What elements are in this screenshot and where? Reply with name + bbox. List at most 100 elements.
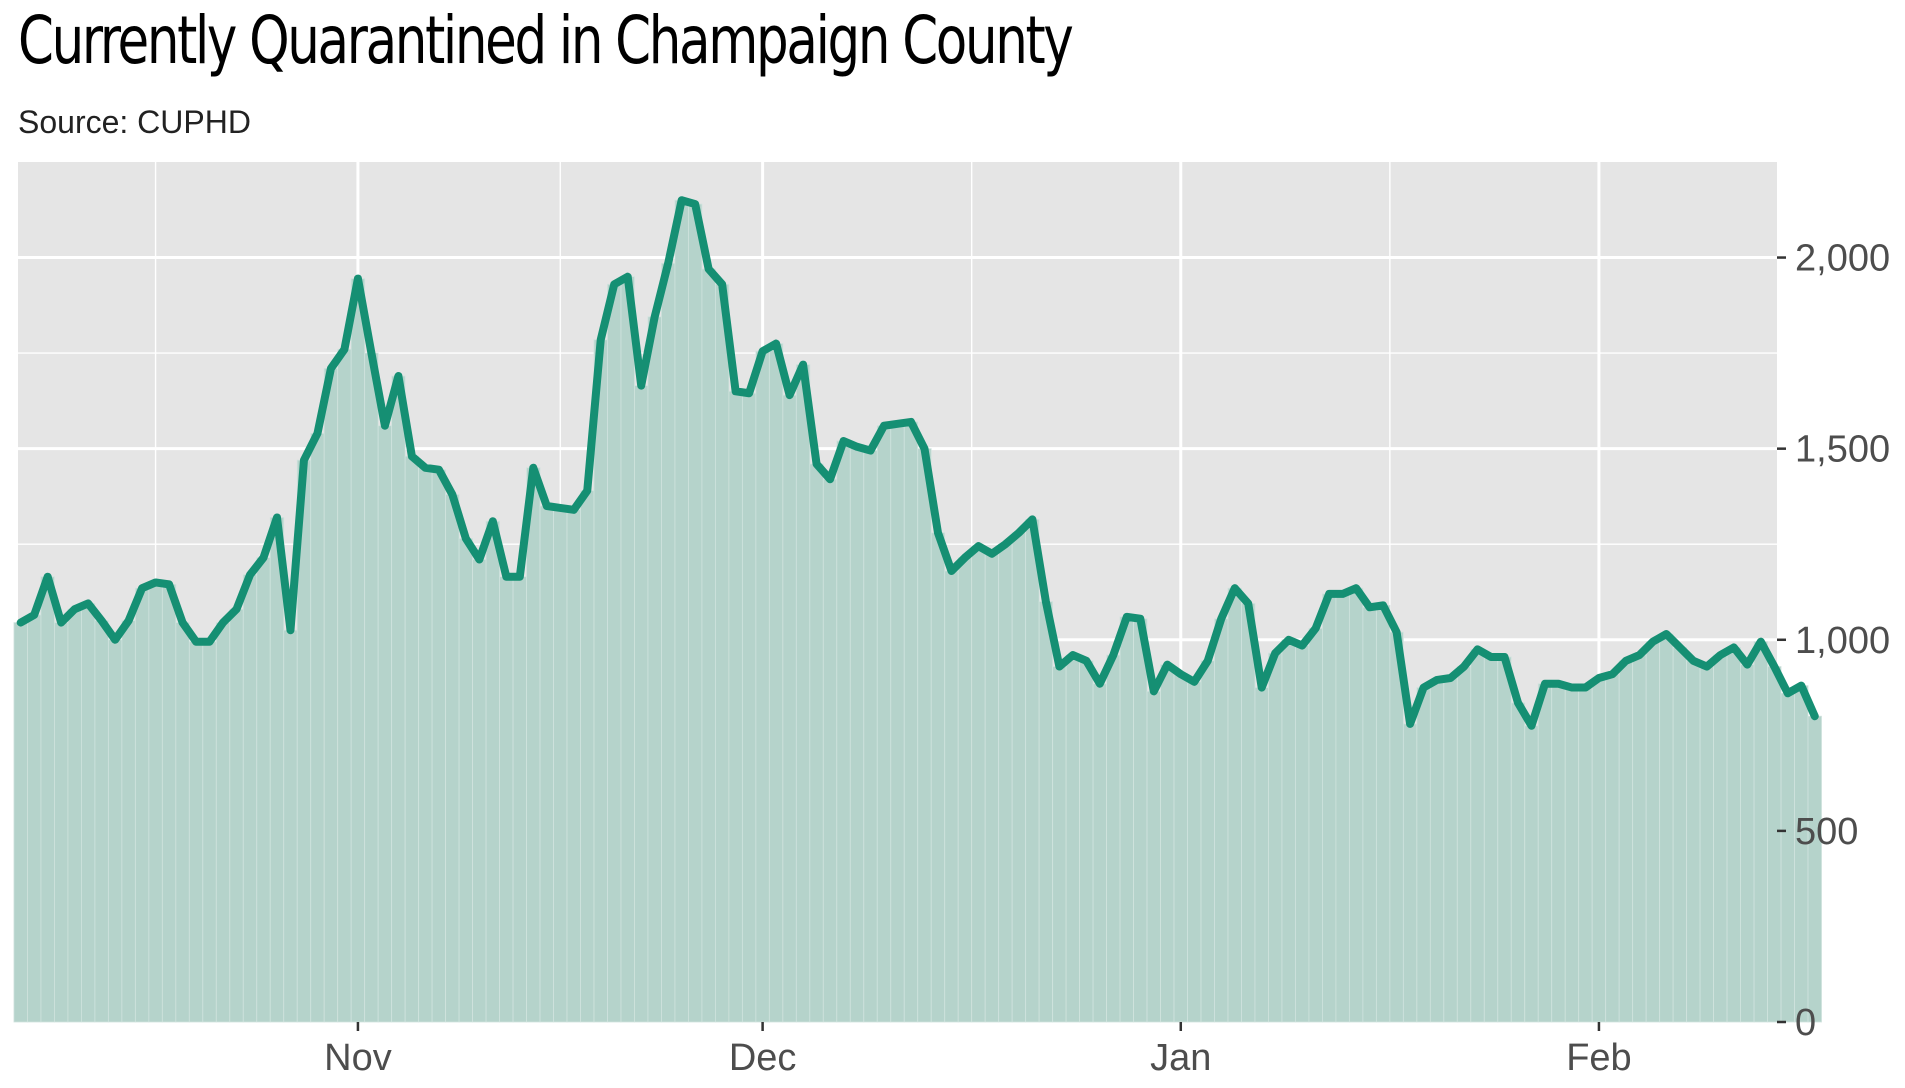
daily-bar xyxy=(445,494,460,1023)
daily-bar xyxy=(890,423,905,1023)
daily-bar xyxy=(1322,593,1337,1023)
daily-bar xyxy=(1686,660,1701,1023)
daily-bar xyxy=(404,455,420,1023)
x-axis: Nov Dec Jan Feb xyxy=(324,1022,1632,1079)
daily-bar xyxy=(647,316,662,1023)
daily-bar xyxy=(580,490,595,1023)
daily-bar xyxy=(242,574,258,1023)
daily-bar xyxy=(1564,687,1580,1023)
daily-bar xyxy=(998,543,1013,1023)
daily-bar xyxy=(822,478,838,1023)
daily-bar xyxy=(229,608,244,1023)
daily-bar xyxy=(67,608,82,1023)
daily-bar xyxy=(1065,654,1081,1023)
daily-bar xyxy=(431,469,447,1023)
daily-bar xyxy=(701,268,716,1023)
daily-bar xyxy=(458,538,473,1023)
daily-bar xyxy=(134,587,150,1023)
daily-bar xyxy=(1753,641,1768,1023)
daily-bar xyxy=(741,392,757,1023)
daily-bar xyxy=(1362,606,1377,1023)
y-tick-label: 0 xyxy=(1795,1002,1816,1044)
daily-bar xyxy=(1241,603,1256,1023)
daily-bar xyxy=(377,425,393,1023)
daily-bar xyxy=(1591,677,1607,1023)
daily-bar xyxy=(957,557,973,1023)
daily-bar xyxy=(175,622,190,1023)
daily-bar xyxy=(849,446,865,1023)
daily-bar xyxy=(161,583,177,1023)
daily-bar xyxy=(1726,647,1741,1023)
daily-bar xyxy=(1281,639,1296,1023)
daily-bar xyxy=(876,425,892,1023)
daily-bar xyxy=(1794,685,1809,1023)
daily-bar xyxy=(310,432,325,1023)
daily-bar xyxy=(1524,725,1539,1023)
daily-bar xyxy=(903,421,919,1023)
daily-bar xyxy=(836,440,851,1023)
chart-subtitle: Source: CUPHD xyxy=(18,104,251,140)
daily-bar xyxy=(1254,687,1269,1023)
daily-bar xyxy=(188,641,204,1023)
daily-bar xyxy=(728,390,743,1023)
daily-bar xyxy=(80,603,96,1023)
daily-bar xyxy=(593,339,608,1023)
daily-bar xyxy=(1214,618,1229,1023)
daily-bar xyxy=(1483,656,1499,1023)
daily-bar xyxy=(283,629,298,1023)
daily-bar xyxy=(1767,666,1782,1023)
daily-bar xyxy=(1578,687,1593,1023)
daily-bar xyxy=(1402,723,1418,1023)
daily-bar xyxy=(256,557,271,1023)
chart-title: Currently Quarantined in Champaign Count… xyxy=(18,2,1074,79)
daily-bar xyxy=(1780,692,1795,1023)
daily-bar xyxy=(1227,587,1242,1023)
daily-bar xyxy=(917,448,932,1023)
daily-bar xyxy=(755,350,770,1023)
daily-bars xyxy=(13,199,1822,1023)
daily-bar xyxy=(1618,660,1634,1023)
daily-bar xyxy=(944,570,959,1023)
daily-bar xyxy=(1645,641,1661,1023)
daily-bar xyxy=(1551,683,1566,1023)
daily-bar xyxy=(472,559,487,1023)
daily-bar xyxy=(1497,656,1512,1023)
daily-bar xyxy=(1011,532,1027,1023)
daily-bar xyxy=(1079,660,1094,1023)
daily-bar xyxy=(688,203,703,1023)
daily-bar xyxy=(13,622,28,1023)
daily-bar xyxy=(418,467,433,1023)
daily-bar xyxy=(674,199,689,1023)
daily-bar xyxy=(1173,673,1188,1023)
daily-bar xyxy=(1052,666,1067,1023)
daily-bar xyxy=(1510,702,1526,1023)
daily-bar xyxy=(607,283,622,1023)
daily-bar xyxy=(661,262,676,1023)
daily-bar xyxy=(984,553,1000,1023)
daily-bar xyxy=(795,364,811,1023)
daily-bar xyxy=(1699,666,1715,1023)
daily-bar xyxy=(148,582,163,1023)
daily-bar xyxy=(337,348,352,1023)
series-line xyxy=(16,196,1819,730)
daily-bar xyxy=(1146,690,1161,1023)
y-tick-label: 1,500 xyxy=(1795,429,1890,471)
daily-bar xyxy=(1807,715,1822,1023)
daily-bar xyxy=(1429,679,1445,1023)
daily-bar xyxy=(202,641,217,1023)
daily-bar xyxy=(1187,681,1202,1023)
daily-bar xyxy=(539,505,554,1023)
daily-bar xyxy=(1456,666,1472,1023)
daily-bar xyxy=(1659,633,1674,1023)
y-axis: 0 500 1,000 1,500 2,000 xyxy=(1777,238,1890,1044)
daily-bar xyxy=(1443,677,1458,1023)
daily-bar xyxy=(1119,616,1134,1023)
daily-bar xyxy=(930,532,946,1023)
daily-bar xyxy=(1537,683,1553,1023)
y-tick-label: 500 xyxy=(1795,811,1858,853)
daily-bar xyxy=(1375,604,1391,1023)
daily-bar xyxy=(215,622,231,1023)
daily-bar xyxy=(1268,652,1283,1023)
daily-bar xyxy=(620,276,635,1023)
